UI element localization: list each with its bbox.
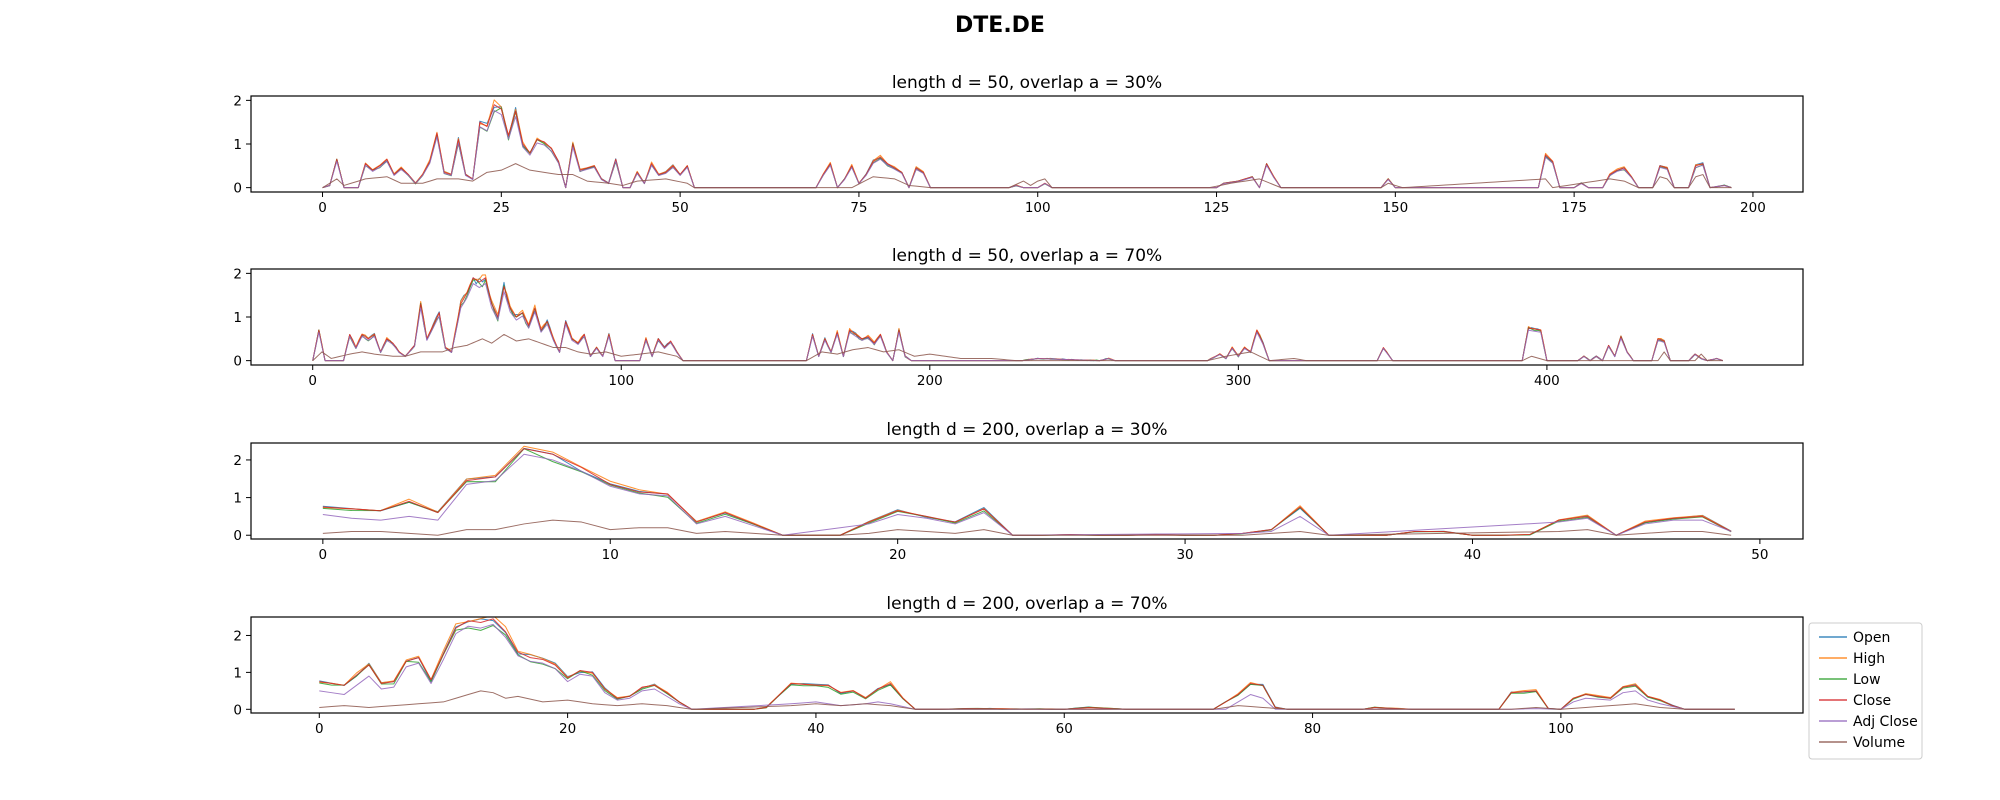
x-tick-label: 20 [889,547,906,563]
x-tick-label: 125 [1204,200,1230,216]
x-tick-label: 0 [318,200,327,216]
subplot-1: length d = 50, overlap a = 30% 0 25 50 75 100… [233,73,1804,216]
y-tick-label: 1 [233,137,242,153]
x-tick-label: 10 [602,547,619,563]
x-tick-label: 100 [1548,721,1574,737]
legend-label: Close [1853,693,1891,709]
y-tick-label: 1 [233,665,242,681]
series-line-adj-close [322,110,1732,189]
y-tick-label: 0 [233,702,242,718]
y-tick-label: 1 [233,491,242,507]
x-tick-label: 40 [807,721,824,737]
legend-label: Adj Close [1853,714,1918,730]
subplot-4: length d = 200, overlap a = 70%0 20 40 60 80… [233,594,1804,737]
y-tick-label: 0 [233,181,242,197]
y-tick-label: 0 [233,354,242,370]
x-tick-label: 200 [917,373,943,389]
x-tick-label: 0 [308,373,317,389]
x-tick-label: 60 [1056,721,1073,737]
x-tick-label: 150 [1382,200,1408,216]
axes-frame [250,616,1804,714]
x-tick-label: 50 [672,200,689,216]
legend: Open High Low Close Adj Close Volume [1808,622,1923,760]
x-tick-label: 175 [1561,200,1587,216]
legend-label: Volume [1853,735,1905,751]
y-tick-label: 1 [233,310,242,326]
x-tick-label: 200 [1740,200,1766,216]
subplot-2: length d = 50, overlap a = 70% 0 100 200 300… [233,246,1804,389]
x-tick-label: 300 [1225,373,1251,389]
legend-box [1808,622,1923,760]
y-tick-label: 2 [233,93,242,109]
x-tick-label: 50 [1751,547,1768,563]
legend-label: High [1853,651,1885,667]
y-tick-label: 2 [233,266,242,282]
series-line-volume [319,690,1735,710]
series-line-volume [322,163,1732,189]
axes-frame [250,442,1804,540]
x-tick-label: 75 [850,200,867,216]
legend-label: Open [1853,630,1890,646]
x-tick-label: 0 [319,547,328,563]
figure-title: DTE.DE [955,13,1045,38]
x-tick-label: 0 [315,721,324,737]
y-tick-label: 2 [233,453,242,469]
series-line-volume [322,519,1732,536]
x-tick-label: 20 [559,721,576,737]
x-tick-label: 40 [1464,547,1481,563]
y-tick-label: 0 [233,528,242,544]
x-tick-label: 30 [1176,547,1193,563]
subplot-title: length d = 200, overlap a = 30% [886,420,1167,440]
x-tick-label: 100 [1025,200,1051,216]
legend-label: Low [1853,672,1881,688]
x-tick-label: 100 [608,373,634,389]
x-tick-label: 400 [1534,373,1560,389]
series-line-volume [312,333,1723,362]
subplot-3: length d = 200, overlap a = 30%0 10 20 30 40… [233,420,1804,563]
x-tick-label: 25 [493,200,510,216]
subplot-title: length d = 50, overlap a = 30% [892,73,1162,93]
y-tick-label: 2 [233,628,242,644]
x-tick-label: 80 [1304,721,1321,737]
subplot-title: length d = 50, overlap a = 70% [892,246,1162,266]
subplot-title: length d = 200, overlap a = 70% [886,594,1167,614]
